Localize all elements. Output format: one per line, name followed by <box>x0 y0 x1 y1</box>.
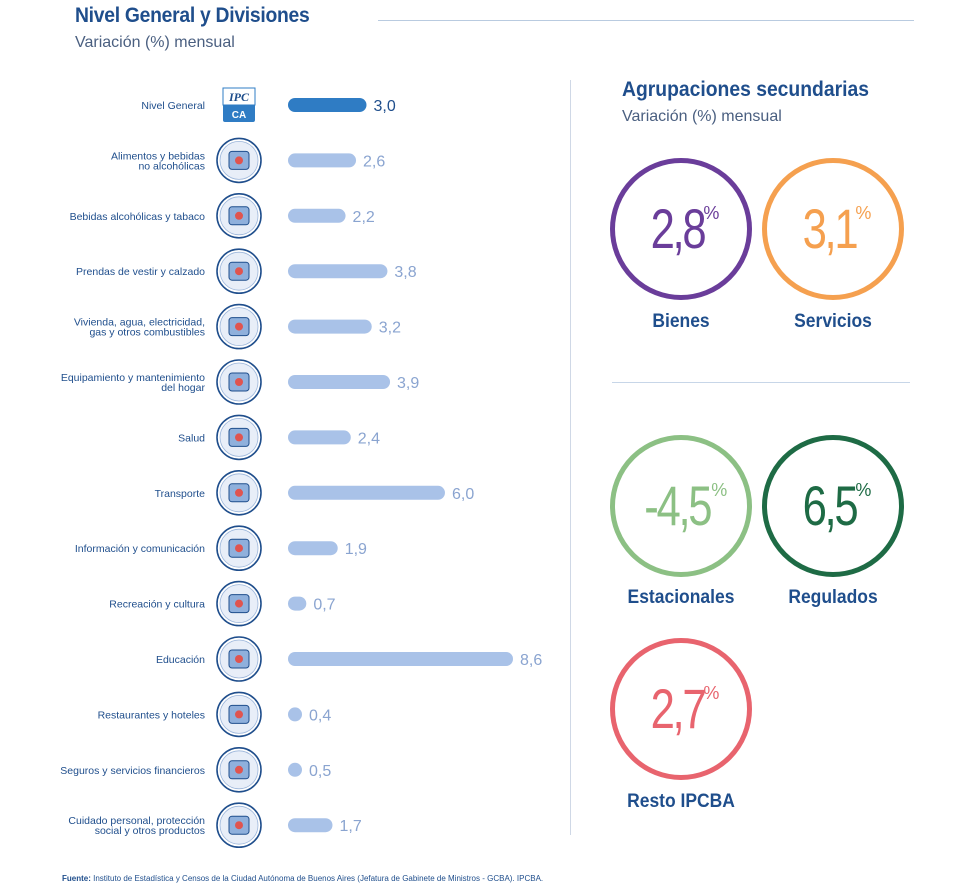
page-subtitle: Variación (%) mensual <box>75 34 235 51</box>
regulados-value: 6,5 % <box>795 474 872 537</box>
bar <box>288 818 333 833</box>
regulados-circle: 6,5 % <box>762 435 904 577</box>
bienes-label: Bienes <box>652 311 710 332</box>
page-title: Nivel General y Divisiones <box>75 4 310 27</box>
category-label: Nivel General <box>141 100 205 112</box>
bar <box>288 485 445 500</box>
source-footnote: Fuente: Instituto de Estadística y Censo… <box>62 874 543 883</box>
wine-bottle-icon <box>216 193 262 239</box>
estacionales-label: Estacionales <box>627 587 735 608</box>
bar-value-label: 6,0 <box>452 486 474 503</box>
category-label: Alimentos y bebidas no alcohólicas <box>111 150 205 172</box>
bienes-percent: % <box>703 203 720 223</box>
servicios-value: 3,1 % <box>795 197 872 260</box>
laptop-phone-icon <box>216 525 262 572</box>
bienes-value: 2,8 % <box>643 197 720 260</box>
bar-value-label: 3,2 <box>379 320 401 337</box>
bar <box>288 208 346 223</box>
bar-value-label: 3,0 <box>373 98 395 115</box>
bar <box>288 762 302 777</box>
bar <box>288 264 388 279</box>
regulados-label: Regulados <box>788 587 878 608</box>
ipc-logo-icon: IPC CA <box>222 87 256 122</box>
footnote-text: Instituto de Estadística y Censos de la … <box>90 874 544 883</box>
column-divider <box>570 80 571 835</box>
bar <box>288 652 513 666</box>
bar <box>288 707 302 722</box>
house-icon <box>216 303 262 350</box>
resto-ipcba-percent: % <box>703 683 720 703</box>
servicios-circle: 3,1 % <box>762 158 904 300</box>
resto-ipcba-circle: 2,7 % <box>610 638 752 780</box>
plane-car-icon <box>216 469 262 516</box>
category-label: Prendas de vestir y calzado <box>76 266 205 278</box>
personal-care-icon <box>216 802 262 849</box>
bar-value-label: 3,8 <box>394 264 416 281</box>
school-building-icon <box>216 636 262 682</box>
category-label: Equipamiento y mantenimiento del hogar <box>61 372 206 394</box>
bar-value-label: 1,9 <box>345 541 367 558</box>
servicios-label: Servicios <box>794 311 872 332</box>
bar <box>288 430 351 445</box>
bar <box>288 375 391 389</box>
servicios-number: 3,1 <box>802 197 858 260</box>
svg-text:CA: CA <box>232 110 246 121</box>
bar <box>288 596 307 611</box>
category-label: Educación <box>156 654 205 666</box>
category-label: Bebidas alcohólicas y tabaco <box>70 211 206 223</box>
secondary-subtitle: Variación (%) mensual <box>622 108 782 125</box>
divisions-bar-chart: Nivel General IPC CA 3,0 Alimentos y bebidas… <box>60 87 542 849</box>
category-label: Restaurantes y hoteles <box>98 709 205 721</box>
regulados-percent: % <box>855 480 872 500</box>
bienes-number: 2,8 <box>650 197 706 260</box>
resto-ipcba-number: 2,7 <box>650 677 706 740</box>
bar-value-label: 3,9 <box>397 375 419 392</box>
bar <box>288 319 372 334</box>
regulados-number: 6,5 <box>802 474 858 537</box>
food-icon <box>216 137 262 184</box>
washing-machine-icon <box>216 359 262 405</box>
estacionales-percent: % <box>711 480 728 500</box>
category-label: Salud <box>178 432 205 444</box>
svg-text:IPC: IPC <box>228 90 250 104</box>
estacionales-number: -4,5 <box>644 474 712 537</box>
bar-value-label: 0,7 <box>313 597 335 614</box>
bar <box>288 541 338 556</box>
category-label: Transporte <box>155 488 206 500</box>
bar-value-label: 0,4 <box>309 707 331 724</box>
category-label: Recreación y cultura <box>109 599 205 611</box>
secondary-title: Agrupaciones secundarias <box>622 78 869 101</box>
servicios-percent: % <box>855 203 872 223</box>
bar-value-label: 2,2 <box>353 209 375 226</box>
estacionales-value: -4,5 % <box>635 474 728 537</box>
footnote-label: Fuente: <box>62 874 91 883</box>
resto-ipcba-label: Resto IPCBA <box>627 791 735 812</box>
bar-value-label: 1,7 <box>339 818 361 835</box>
category-label: Vivienda, agua, electricidad, gas y otros… <box>74 317 205 339</box>
bar-value-label: 2,4 <box>358 430 380 447</box>
secondary-rule <box>612 382 910 383</box>
category-label: Cuidado personal, protección social y otr… <box>68 815 205 837</box>
bar-value-label: 0,5 <box>309 763 331 780</box>
estacionales-circle: -4,5 % <box>610 435 752 577</box>
category-label: Seguros y servicios financieros <box>60 765 205 777</box>
popcorn-masks-icon <box>216 580 262 627</box>
bar <box>288 98 367 112</box>
bar-value-label: 8,6 <box>520 652 542 669</box>
clothing-icon <box>216 248 262 295</box>
resto-ipcba-value: 2,7 % <box>643 677 720 740</box>
bar <box>288 153 357 168</box>
bank-icon <box>216 746 262 793</box>
service-bell-icon <box>216 691 262 738</box>
doctor-icon <box>216 414 262 461</box>
bienes-circle: 2,8 % <box>610 158 752 300</box>
category-label: Información y comunicación <box>75 543 205 555</box>
bar-value-label: 2,6 <box>363 153 385 170</box>
title-rule <box>378 20 914 21</box>
